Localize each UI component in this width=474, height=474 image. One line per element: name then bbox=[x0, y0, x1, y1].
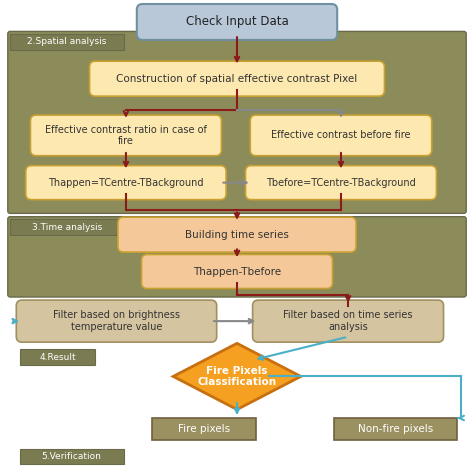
FancyBboxPatch shape bbox=[8, 217, 466, 297]
Text: Check Input Data: Check Input Data bbox=[186, 16, 288, 28]
FancyBboxPatch shape bbox=[90, 61, 384, 96]
FancyBboxPatch shape bbox=[142, 255, 332, 289]
Text: Thappen-Tbefore: Thappen-Tbefore bbox=[193, 266, 281, 276]
FancyBboxPatch shape bbox=[246, 165, 437, 200]
Text: Fire pixels: Fire pixels bbox=[178, 424, 230, 434]
FancyBboxPatch shape bbox=[30, 115, 221, 156]
Bar bbox=[334, 419, 457, 440]
FancyBboxPatch shape bbox=[250, 115, 432, 156]
Text: 2.Spatial analysis: 2.Spatial analysis bbox=[27, 37, 107, 46]
Bar bbox=[19, 349, 95, 365]
FancyBboxPatch shape bbox=[8, 31, 466, 213]
Text: Construction of spatial effective contrast Pixel: Construction of spatial effective contra… bbox=[117, 73, 357, 84]
Bar bbox=[19, 449, 124, 464]
Text: Tbefore=TCentre-TBackground: Tbefore=TCentre-TBackground bbox=[266, 178, 416, 188]
Text: Effective contrast before fire: Effective contrast before fire bbox=[271, 130, 411, 140]
Text: 5.Verification: 5.Verification bbox=[42, 452, 101, 461]
FancyBboxPatch shape bbox=[137, 4, 337, 40]
Text: Filter based on time series
analysis: Filter based on time series analysis bbox=[283, 310, 413, 332]
Bar bbox=[10, 34, 124, 50]
Text: Fire Pixels
Classification: Fire Pixels Classification bbox=[198, 365, 276, 387]
Text: 4.Result: 4.Result bbox=[39, 353, 76, 362]
Text: Filter based on brightness
temperature value: Filter based on brightness temperature v… bbox=[53, 310, 180, 332]
Text: Non-fire pixels: Non-fire pixels bbox=[358, 424, 433, 434]
FancyBboxPatch shape bbox=[253, 300, 444, 342]
Text: Building time series: Building time series bbox=[185, 229, 289, 240]
Bar bbox=[152, 419, 256, 440]
Polygon shape bbox=[173, 343, 301, 410]
Text: Effective contrast ratio in case of
fire: Effective contrast ratio in case of fire bbox=[45, 125, 207, 146]
FancyBboxPatch shape bbox=[16, 300, 217, 342]
Text: Thappen=TCentre-TBackground: Thappen=TCentre-TBackground bbox=[48, 178, 204, 188]
FancyBboxPatch shape bbox=[118, 217, 356, 252]
Text: 3.Time analysis: 3.Time analysis bbox=[32, 223, 102, 232]
FancyBboxPatch shape bbox=[26, 165, 226, 200]
Bar bbox=[10, 219, 124, 235]
